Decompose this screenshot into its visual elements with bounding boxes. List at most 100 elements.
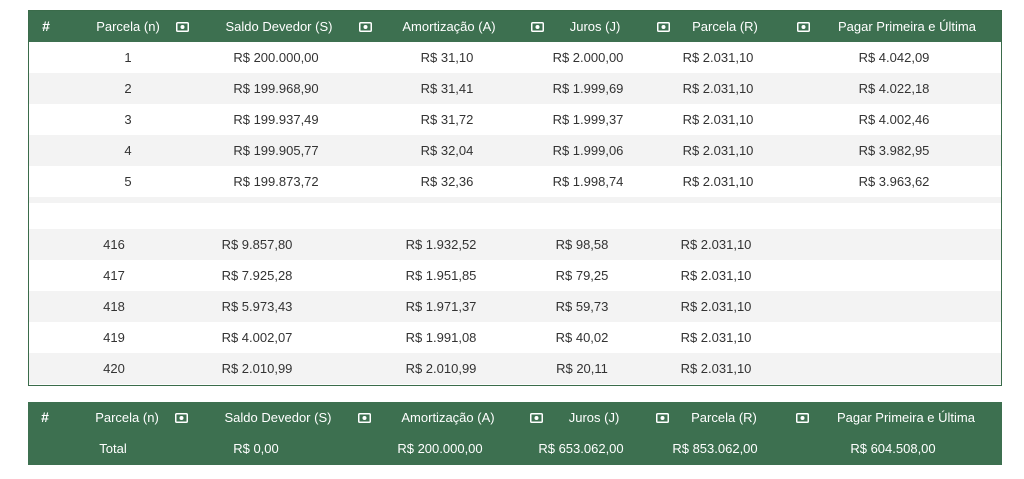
total-juros: R$ 653.062,00 xyxy=(538,441,624,456)
hash-header: # xyxy=(42,18,50,34)
cell-parcela: R$ 2.031,10 xyxy=(682,143,754,158)
money-bill-icon xyxy=(524,402,548,433)
cell-amortizacao: R$ 32,36 xyxy=(420,174,474,189)
header-saldo-devedor: Saldo Devedor (S) xyxy=(224,410,332,425)
cell-n: 3 xyxy=(124,112,132,127)
cell-juros: R$ 1.999,69 xyxy=(552,81,624,96)
cell-n: 4 xyxy=(124,143,132,158)
cell-amortizacao: R$ 31,10 xyxy=(420,50,474,65)
header-saldo-devedor: Saldo Devedor (S) xyxy=(225,19,333,34)
header-juros: Juros (J) xyxy=(569,19,621,34)
table-row: 2 R$ 199.968,90 R$ 31,41 R$ 1.999,69 R$ … xyxy=(29,73,1001,104)
cell-saldo: R$ 200.000,00 xyxy=(233,50,319,65)
cell-parcela: R$ 2.031,10 xyxy=(680,268,752,283)
cell-parcela: R$ 2.031,10 xyxy=(682,50,754,65)
cell-juros: R$ 59,73 xyxy=(555,299,609,314)
cell-amortizacao: R$ 1.932,52 xyxy=(405,237,477,252)
cell-pagar: R$ 4.002,46 xyxy=(858,112,930,127)
table-row: 4 R$ 199.905,77 R$ 32,04 R$ 1.999,06 R$ … xyxy=(29,135,1001,166)
cell-saldo: R$ 199.873,72 xyxy=(233,174,319,189)
total-parcela: R$ 853.062,00 xyxy=(672,441,758,456)
money-bill-icon xyxy=(651,11,675,42)
money-bill-icon xyxy=(169,402,193,433)
table-row: 416 R$ 9.857,80 R$ 1.932,52 R$ 98,58 R$ … xyxy=(29,229,1001,260)
cell-pagar: R$ 4.042,09 xyxy=(858,50,930,65)
cell-amortizacao: R$ 31,41 xyxy=(420,81,474,96)
table-row: 418 R$ 5.973,43 R$ 1.971,37 R$ 59,73 R$ … xyxy=(29,291,1001,322)
cell-juros: R$ 2.000,00 xyxy=(552,50,624,65)
totals-table: # Parcela (n) Saldo Devedor (S) Amortiza… xyxy=(28,402,1002,465)
table-row: 417 R$ 7.925,28 R$ 1.951,85 R$ 79,25 R$ … xyxy=(29,260,1001,291)
hash-header: # xyxy=(41,409,49,425)
cell-amortizacao: R$ 1.951,85 xyxy=(405,268,477,283)
header-pagar-primeira-ultima: Pagar Primeira e Última xyxy=(837,410,975,425)
money-bill-icon xyxy=(170,11,194,42)
table-row: 1 R$ 200.000,00 R$ 31,10 R$ 2.000,00 R$ … xyxy=(29,42,1001,73)
header-juros: Juros (J) xyxy=(568,410,620,425)
cell-amortizacao: R$ 1.971,37 xyxy=(405,299,477,314)
table-row: 5 R$ 199.873,72 R$ 32,36 R$ 1.998,74 R$ … xyxy=(29,166,1001,197)
cell-juros: R$ 79,25 xyxy=(555,268,609,283)
cell-parcela: R$ 2.031,10 xyxy=(680,299,752,314)
cell-juros: R$ 1.998,74 xyxy=(552,174,624,189)
cell-parcela: R$ 2.031,10 xyxy=(680,361,752,376)
header-parcela-n: Parcela (n) xyxy=(95,410,159,425)
money-bill-icon xyxy=(352,402,376,433)
cell-juros: R$ 40,02 xyxy=(555,330,609,345)
cell-saldo: R$ 199.937,49 xyxy=(233,112,319,127)
cell-saldo: R$ 199.968,90 xyxy=(233,81,319,96)
header-parcela-r: Parcela (R) xyxy=(692,19,758,34)
header-parcela-n: Parcela (n) xyxy=(96,19,160,34)
table-row: 420 R$ 2.010,99 R$ 2.010,99 R$ 20,11 R$ … xyxy=(29,353,1001,384)
row-separator xyxy=(29,197,1001,203)
cell-parcela: R$ 2.031,10 xyxy=(682,112,754,127)
cell-n: 417 xyxy=(103,268,125,283)
cell-saldo: R$ 4.002,07 xyxy=(221,330,293,345)
total-pagar: R$ 604.508,00 xyxy=(850,441,936,456)
cell-n: 416 xyxy=(103,237,125,252)
cell-n: 1 xyxy=(124,50,132,65)
table-row: 3 R$ 199.937,49 R$ 31,72 R$ 1.999,37 R$ … xyxy=(29,104,1001,135)
total-label: Total xyxy=(99,441,127,456)
cell-juros: R$ 20,11 xyxy=(556,361,608,376)
cell-saldo: R$ 9.857,80 xyxy=(221,237,293,252)
totals-row: Total R$ 0,00 R$ 200.000,00 R$ 653.062,0… xyxy=(28,433,1002,464)
header-parcela-r: Parcela (R) xyxy=(691,410,757,425)
cell-n: 2 xyxy=(124,81,132,96)
cell-saldo: R$ 5.973,43 xyxy=(221,299,293,314)
cell-amortizacao: R$ 1.991,08 xyxy=(405,330,477,345)
cell-parcela: R$ 2.031,10 xyxy=(682,174,754,189)
cell-pagar: R$ 4.022,18 xyxy=(858,81,930,96)
money-bill-icon xyxy=(525,11,549,42)
cell-juros: R$ 98,58 xyxy=(555,237,609,252)
money-bill-icon xyxy=(790,402,814,433)
cell-saldo: R$ 199.905,77 xyxy=(233,143,319,158)
header-amortizacao: Amortização (A) xyxy=(401,410,495,425)
cell-pagar: R$ 3.982,95 xyxy=(858,143,930,158)
totals-header-row: # Parcela (n) Saldo Devedor (S) Amortiza… xyxy=(28,402,1002,433)
cell-parcela: R$ 2.031,10 xyxy=(682,81,754,96)
cell-juros: R$ 1.999,37 xyxy=(552,112,624,127)
amortization-table: # Parcela (n) Saldo Devedor (S) Amortiza… xyxy=(28,10,1002,386)
cell-juros: R$ 1.999,06 xyxy=(552,143,624,158)
cell-saldo: R$ 2.010,99 xyxy=(221,361,293,376)
cell-n: 5 xyxy=(124,174,132,189)
cell-amortizacao: R$ 32,04 xyxy=(420,143,474,158)
table-header-row: # Parcela (n) Saldo Devedor (S) Amortiza… xyxy=(29,11,1001,42)
cell-n: 420 xyxy=(103,361,125,376)
cell-pagar: R$ 3.963,62 xyxy=(858,174,930,189)
cell-n: 419 xyxy=(103,330,125,345)
money-bill-icon xyxy=(353,11,377,42)
total-saldo: R$ 0,00 xyxy=(233,441,279,456)
header-pagar-primeira-ultima: Pagar Primeira e Última xyxy=(838,19,976,34)
money-bill-icon xyxy=(791,11,815,42)
table-row: 419 R$ 4.002,07 R$ 1.991,08 R$ 40,02 R$ … xyxy=(29,322,1001,353)
header-amortizacao: Amortização (A) xyxy=(402,19,496,34)
cell-amortizacao: R$ 2.010,99 xyxy=(405,361,477,376)
total-amortizacao: R$ 200.000,00 xyxy=(397,441,483,456)
ellipsis-gap xyxy=(29,203,1001,229)
money-bill-icon xyxy=(650,402,674,433)
cell-n: 418 xyxy=(103,299,125,314)
cell-saldo: R$ 7.925,28 xyxy=(221,268,293,283)
cell-parcela: R$ 2.031,10 xyxy=(680,237,752,252)
